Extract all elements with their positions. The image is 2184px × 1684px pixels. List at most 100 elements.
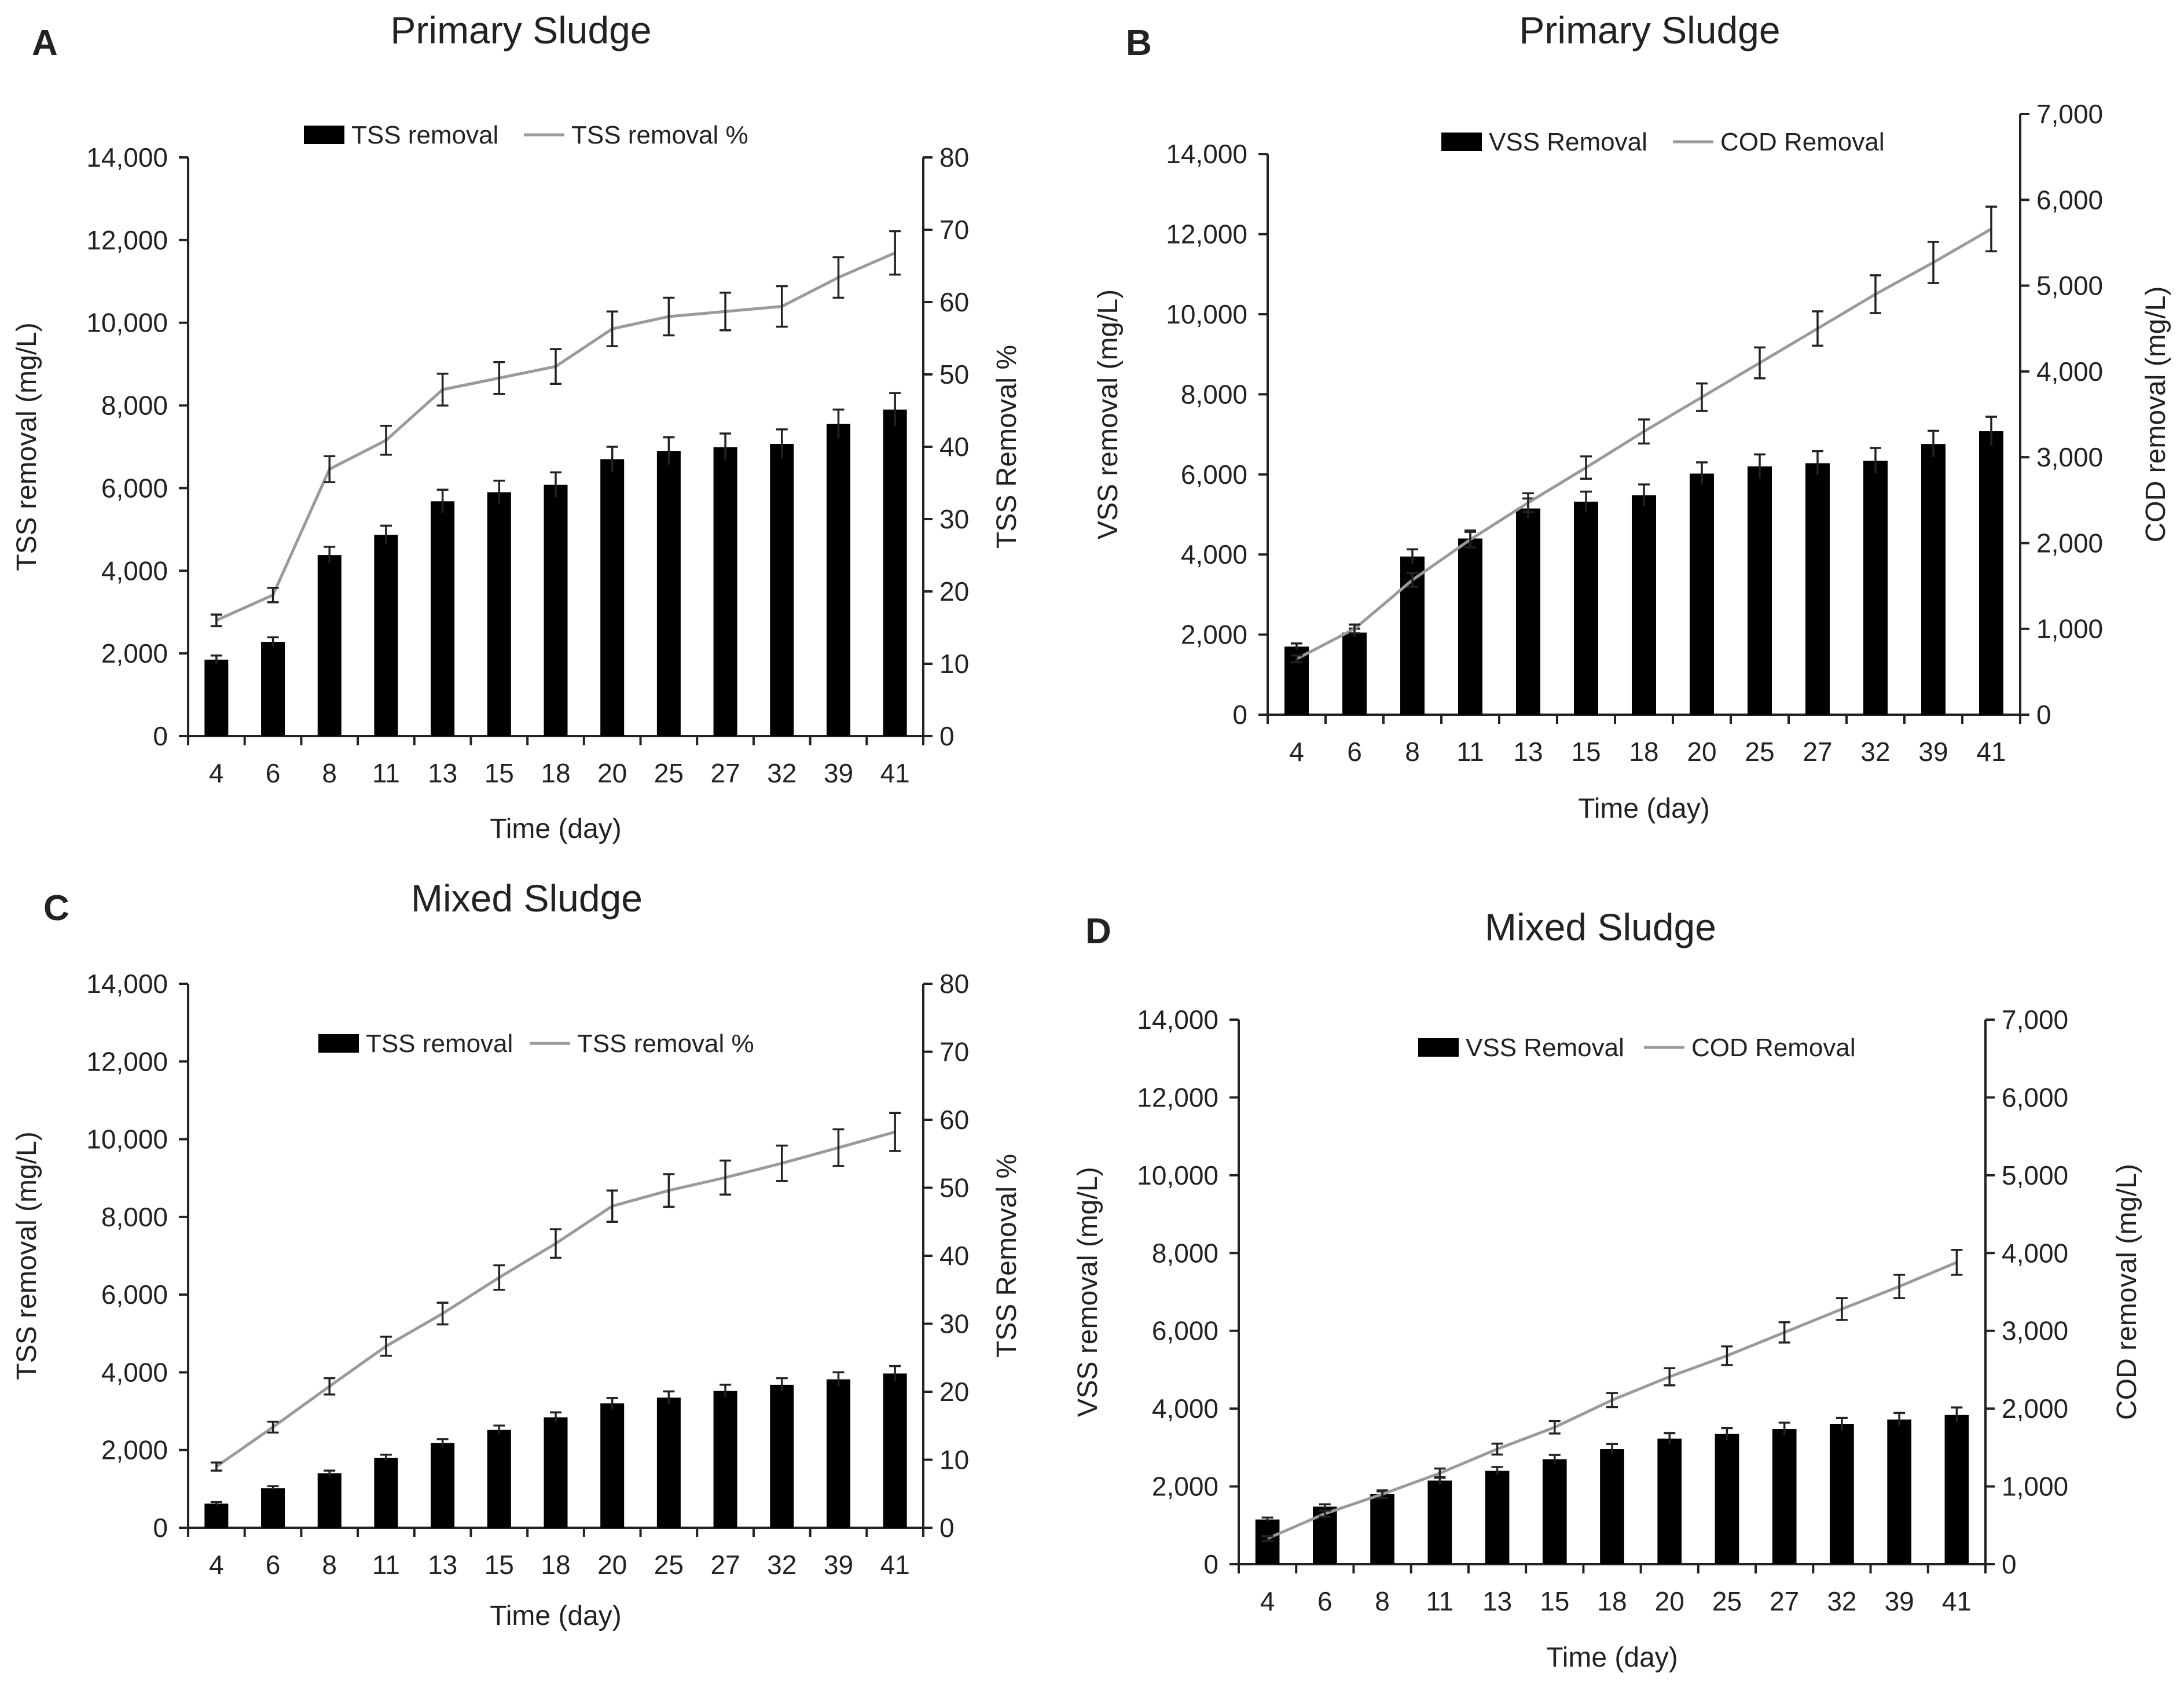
line-error-bar	[380, 1336, 392, 1357]
y2-axis-label: TSS Removal %	[992, 1154, 1022, 1358]
chart-panel-a: A Primary Sludge 0 2,000 4,000 6,000 8,000 10,0…	[12, 9, 1022, 844]
chart-title: Mixed Sludge	[411, 877, 643, 920]
y-tick-label: 8,000	[1152, 1238, 1218, 1268]
line-error-bar	[776, 285, 788, 328]
y-tick-label: 2,000	[1152, 1472, 1218, 1502]
y-tick-label: 6,000	[1152, 1316, 1218, 1346]
bar	[487, 1429, 511, 1528]
x-tick-label: 6	[1317, 1586, 1333, 1616]
bar-error-bar	[1778, 1421, 1790, 1435]
x-tick-label: 41	[1976, 737, 2006, 767]
y2-tick-label: 4,000	[2002, 1238, 2068, 1268]
bar	[317, 555, 342, 736]
bar-error-bar	[550, 1411, 561, 1423]
line-error-bar	[1985, 205, 1997, 253]
line-error-bar	[776, 1144, 788, 1182]
y2-tick-label: 2,000	[2036, 528, 2103, 558]
panel-letter: B	[1126, 23, 1152, 63]
y2-tick-label: 7,000	[2036, 99, 2103, 129]
y-tick-label: 4,000	[1152, 1393, 1218, 1424]
x-tick-label: 20	[1655, 1586, 1684, 1616]
bar-error-bar	[380, 524, 392, 544]
x-tick-label: 6	[266, 1550, 281, 1580]
bar-error-bar	[1580, 490, 1592, 512]
bar-error-bar	[436, 488, 449, 513]
line-error-bar	[889, 1112, 901, 1152]
line-error-bar	[1836, 1297, 1848, 1321]
line-error-bar	[1696, 382, 1708, 412]
line-error-bar	[1522, 492, 1534, 513]
y2-tick-label: 0	[939, 721, 955, 751]
legend-line-label: TSS removal %	[577, 1029, 754, 1058]
x-tick-label: 39	[1918, 737, 1948, 767]
y-tick-label: 2,000	[1181, 620, 1247, 650]
bar-error-bar	[1548, 1454, 1561, 1464]
line-error-bar	[663, 1173, 675, 1208]
x-tick-label: 15	[484, 1550, 514, 1580]
bar-error-bar	[210, 654, 222, 664]
x-tick-label: 20	[597, 758, 627, 788]
x-tick-label: 25	[654, 758, 684, 788]
x-tick-label: 18	[1597, 1586, 1627, 1616]
y-tick-label: 14,000	[86, 142, 168, 172]
line-error-bar	[720, 292, 732, 332]
x-tick-label: 39	[824, 1550, 853, 1580]
line-error-bar	[436, 373, 449, 407]
y2-tick-label: 10	[939, 1445, 969, 1475]
line-error-bar	[1664, 1367, 1676, 1387]
x-tick-label: 25	[654, 1550, 684, 1580]
bar-error-bar	[1606, 1443, 1618, 1454]
y-axis-label: VSS removal (mg/L)	[1073, 1167, 1103, 1417]
x-tick-label: 15	[1540, 1586, 1569, 1616]
bar-error-bar	[436, 1438, 449, 1447]
y2-tick-label: 6,000	[2002, 1082, 2068, 1112]
y-tick-label: 6,000	[101, 473, 168, 503]
x-tick-label: 13	[428, 758, 457, 788]
y2-tick-label: 70	[939, 215, 969, 245]
panel-letter: D	[1085, 911, 1111, 951]
bar	[1632, 495, 1656, 715]
line-error-bar	[1349, 623, 1360, 634]
y2-axis-label: TSS Removal %	[992, 345, 1022, 549]
x-tick-label: 32	[1827, 1586, 1856, 1616]
line-error-bar	[889, 230, 901, 276]
y-tick-label: 2,000	[101, 1435, 168, 1465]
bar-error-bar	[832, 1371, 845, 1387]
y2-tick-label: 1,000	[2002, 1472, 2068, 1502]
x-axis-label: Time (day)	[1546, 1642, 1678, 1673]
x-tick-label: 13	[1513, 737, 1543, 767]
panel-letter: A	[32, 23, 58, 63]
y2-tick-label: 3,000	[2036, 442, 2103, 472]
y-tick-label: 6,000	[1181, 459, 1247, 490]
bar	[656, 1398, 681, 1528]
x-tick-label: 8	[1405, 737, 1420, 767]
legend: VSS Removal COD Removal	[1418, 1034, 1856, 1062]
bar	[1542, 1459, 1567, 1564]
chart-panel-b: B Primary Sludge 0 2,000 4,000 6,000 8,000 10,0…	[1093, 9, 2171, 824]
line-error-bar	[267, 587, 279, 604]
bar-error-bar	[1407, 548, 1418, 564]
y2-tick-label: 60	[939, 1105, 969, 1135]
x-tick-label: 27	[1803, 737, 1832, 767]
y2-tick-label: 80	[939, 142, 969, 172]
x-tick-label: 18	[1629, 737, 1658, 767]
bar-error-bar	[1754, 453, 1765, 479]
y-tick-label: 12,000	[86, 225, 168, 255]
bar-error-bar	[1812, 450, 1823, 476]
bar	[826, 424, 850, 736]
line-error-bar	[493, 361, 505, 395]
x-tick-label: 11	[1456, 737, 1484, 767]
bar-error-bar	[324, 546, 336, 564]
y2-tick-label: 3,000	[2002, 1316, 2068, 1346]
x-tick-label: 32	[1860, 737, 1890, 767]
x-axis-label: Time (day)	[490, 1601, 622, 1631]
x-tick-label: 41	[1942, 1586, 1972, 1616]
line-error-bar	[720, 1159, 732, 1196]
legend-bar-swatch	[1418, 1038, 1459, 1057]
x-tick-label: 4	[209, 1550, 224, 1580]
line-error-bar	[1261, 1535, 1273, 1542]
bar-error-bar	[720, 1384, 732, 1398]
bar	[1748, 466, 1772, 715]
bar	[1342, 633, 1367, 715]
bar-error-bar	[1893, 1411, 1906, 1426]
